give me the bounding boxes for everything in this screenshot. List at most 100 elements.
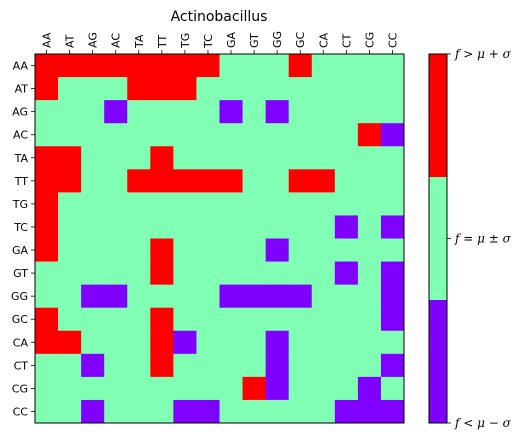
x-axis-ticks: AA AT AG AC TA TT TG TC GA GT GG GC CA CT CG CC bbox=[41, 31, 399, 54]
heatmap-cell bbox=[127, 330, 151, 355]
heatmap-cell bbox=[357, 169, 382, 193]
heatmap-cell bbox=[150, 54, 174, 78]
heatmap-cell bbox=[288, 54, 313, 78]
heatmap-cell bbox=[104, 169, 128, 193]
heatmap-cell bbox=[35, 77, 59, 101]
heatmap-cell bbox=[288, 123, 313, 147]
heatmap-cell bbox=[196, 192, 220, 216]
heatmap-cell bbox=[334, 284, 359, 309]
heatmap-cell bbox=[127, 169, 151, 193]
heatmap-cell bbox=[104, 284, 128, 309]
heatmap-cell bbox=[173, 238, 197, 262]
heatmap-cell bbox=[265, 169, 290, 193]
heatmap-cell bbox=[380, 376, 405, 401]
heatmap-cell bbox=[150, 146, 174, 170]
heatmap-cell bbox=[196, 100, 220, 124]
y-tick-label: TG bbox=[12, 198, 28, 211]
y-tick-label: TA bbox=[14, 152, 29, 165]
heatmap-cell bbox=[196, 77, 220, 101]
heatmap-cell bbox=[265, 399, 290, 424]
heatmap-cell bbox=[150, 215, 174, 239]
heatmap-cell bbox=[150, 77, 174, 101]
heatmap-cell bbox=[58, 77, 82, 101]
heatmap-cell bbox=[357, 261, 382, 286]
heatmap-cell bbox=[150, 376, 174, 401]
heatmap-cell bbox=[311, 376, 336, 401]
colorbar-label: f < μ − σ bbox=[454, 416, 512, 430]
colorbar-label: f > μ + σ bbox=[454, 47, 512, 61]
heatmap-cell bbox=[265, 146, 290, 170]
x-tick-label: AA bbox=[41, 32, 54, 48]
heatmap-cell bbox=[127, 307, 151, 332]
y-tick-label: AA bbox=[13, 60, 29, 73]
y-tick-label: GG bbox=[11, 290, 28, 303]
heatmap-cell bbox=[334, 77, 359, 101]
x-tick-label: GA bbox=[225, 31, 238, 48]
heatmap-cell bbox=[58, 238, 82, 262]
heatmap-cell bbox=[81, 123, 105, 147]
chart-title: Actinobacillus bbox=[171, 9, 268, 25]
heatmap-cell bbox=[196, 54, 220, 78]
heatmap-cell bbox=[104, 330, 128, 355]
heatmap-cell bbox=[127, 353, 151, 378]
heatmap-cell bbox=[81, 261, 105, 286]
heatmap-cell bbox=[58, 146, 82, 170]
heatmap-cell bbox=[288, 100, 313, 124]
heatmap-cell bbox=[35, 192, 59, 216]
heatmap-cell bbox=[173, 100, 197, 124]
heatmap-cell bbox=[242, 77, 267, 101]
colorbar-segment bbox=[429, 300, 447, 424]
heatmap-cell bbox=[35, 100, 59, 124]
heatmap-cell bbox=[81, 146, 105, 170]
heatmap-cell bbox=[58, 376, 82, 401]
x-tick-label: GT bbox=[248, 33, 261, 48]
heatmap-cell bbox=[334, 123, 359, 147]
y-tick-label: AT bbox=[15, 83, 29, 96]
heatmap-cell bbox=[288, 169, 313, 193]
heatmap-cell bbox=[104, 307, 128, 332]
heatmap-cell bbox=[265, 307, 290, 332]
heatmap-cell bbox=[380, 330, 405, 355]
heatmap-cell bbox=[81, 307, 105, 332]
heatmap-cell bbox=[219, 77, 243, 101]
y-tick-label: CC bbox=[13, 405, 29, 418]
heatmap-cell bbox=[357, 284, 382, 309]
x-tick-label: CC bbox=[386, 32, 399, 48]
heatmap-cell bbox=[265, 100, 290, 124]
heatmap-cell bbox=[380, 100, 405, 124]
heatmap-cell bbox=[150, 307, 174, 332]
heatmap-cell bbox=[288, 307, 313, 332]
heatmap-cell bbox=[357, 376, 382, 401]
heatmap-cell bbox=[380, 261, 405, 286]
x-tick-label: TT bbox=[156, 34, 169, 49]
heatmap-cell bbox=[242, 100, 267, 124]
heatmap-cell bbox=[104, 123, 128, 147]
heatmap-cell bbox=[127, 215, 151, 239]
heatmap-cell bbox=[127, 376, 151, 401]
heatmap-cell bbox=[288, 192, 313, 216]
heatmap-cell bbox=[35, 307, 59, 332]
heatmap-cell bbox=[196, 330, 220, 355]
heatmap-cell bbox=[288, 399, 313, 424]
heatmap-cell bbox=[173, 376, 197, 401]
y-tick-label: TC bbox=[13, 221, 28, 234]
heatmap-cell bbox=[311, 399, 336, 424]
heatmap-cell bbox=[81, 353, 105, 378]
heatmap-cell bbox=[104, 261, 128, 286]
heatmap-cell bbox=[81, 330, 105, 355]
heatmap-cell bbox=[357, 215, 382, 239]
heatmap-cell bbox=[58, 284, 82, 309]
heatmap-cell bbox=[58, 399, 82, 424]
heatmap-cell bbox=[334, 192, 359, 216]
heatmap-cell bbox=[58, 123, 82, 147]
heatmap-cell bbox=[265, 123, 290, 147]
heatmap-cell bbox=[311, 215, 336, 239]
heatmap-cell bbox=[219, 307, 243, 332]
y-tick-label: GC bbox=[12, 313, 29, 326]
heatmap-cell bbox=[173, 353, 197, 378]
heatmap-cell bbox=[58, 215, 82, 239]
heatmap-cell bbox=[173, 284, 197, 309]
heatmap-cell bbox=[242, 353, 267, 378]
heatmap-cell bbox=[35, 169, 59, 193]
y-tick-label: CG bbox=[12, 382, 28, 395]
